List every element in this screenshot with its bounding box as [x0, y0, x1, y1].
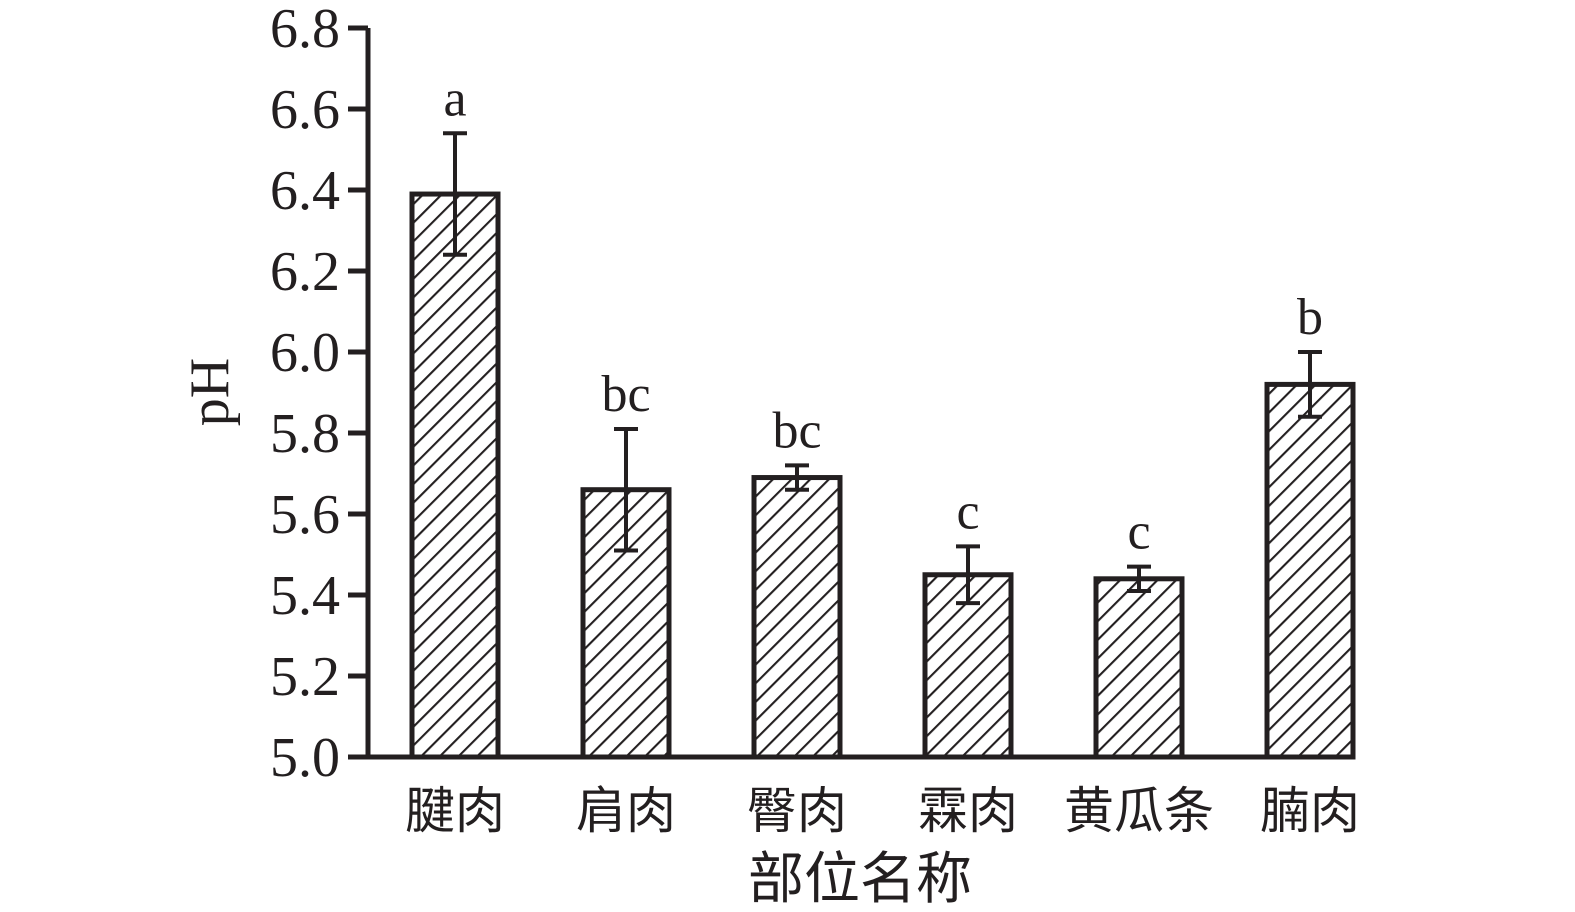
- bar: [1093, 576, 1185, 760]
- y-axis-tick-label: 5.8: [270, 403, 340, 465]
- x-category-label: 霖肉: [918, 783, 1018, 839]
- bar: [1264, 381, 1356, 760]
- y-axis-tick-label: 5.6: [270, 484, 340, 546]
- x-category-label: 肩肉: [576, 783, 676, 839]
- axes-layer: 5.0 5.2 5.4 5.6 5.8 6.0 6.2 6.4 6.6 6.8: [270, 0, 1353, 789]
- significance-letter: c: [956, 483, 979, 540]
- bar: [409, 191, 501, 760]
- annotations-layer: a 腱肉 bc 肩肉 bc 臀肉 c 霖肉 c 黄瓜条 b 腩肉: [405, 70, 1360, 839]
- significance-letter: a: [443, 70, 466, 127]
- x-axis-title: 部位名称: [748, 849, 972, 911]
- x-category-label: 臀肉: [747, 783, 847, 839]
- significance-letter: bc: [772, 402, 821, 459]
- y-axis-tick-label: 6.6: [270, 79, 340, 141]
- y-axis-tick-label: 6.2: [270, 241, 340, 303]
- y-axis-tick-label: 5.2: [270, 646, 340, 708]
- bars-layer: [409, 191, 1356, 760]
- y-axis-tick-label: 5.0: [270, 727, 340, 789]
- significance-letter: c: [1127, 504, 1150, 561]
- y-axis-tick-label: 5.4: [270, 565, 340, 627]
- significance-letter: bc: [601, 366, 650, 423]
- x-category-label: 腱肉: [405, 783, 505, 839]
- y-axis-tick-label: 6.8: [270, 0, 340, 60]
- axes-spine: [365, 28, 1353, 760]
- bar: [751, 475, 843, 760]
- y-axis-title: pH: [179, 358, 241, 426]
- x-category-label: 黄瓜条: [1064, 783, 1214, 839]
- y-axis-tick-label: 6.4: [270, 160, 340, 222]
- significance-letter: b: [1297, 289, 1323, 346]
- x-category-label: 腩肉: [1260, 783, 1360, 839]
- y-axis-tick-label: 6.0: [270, 322, 340, 384]
